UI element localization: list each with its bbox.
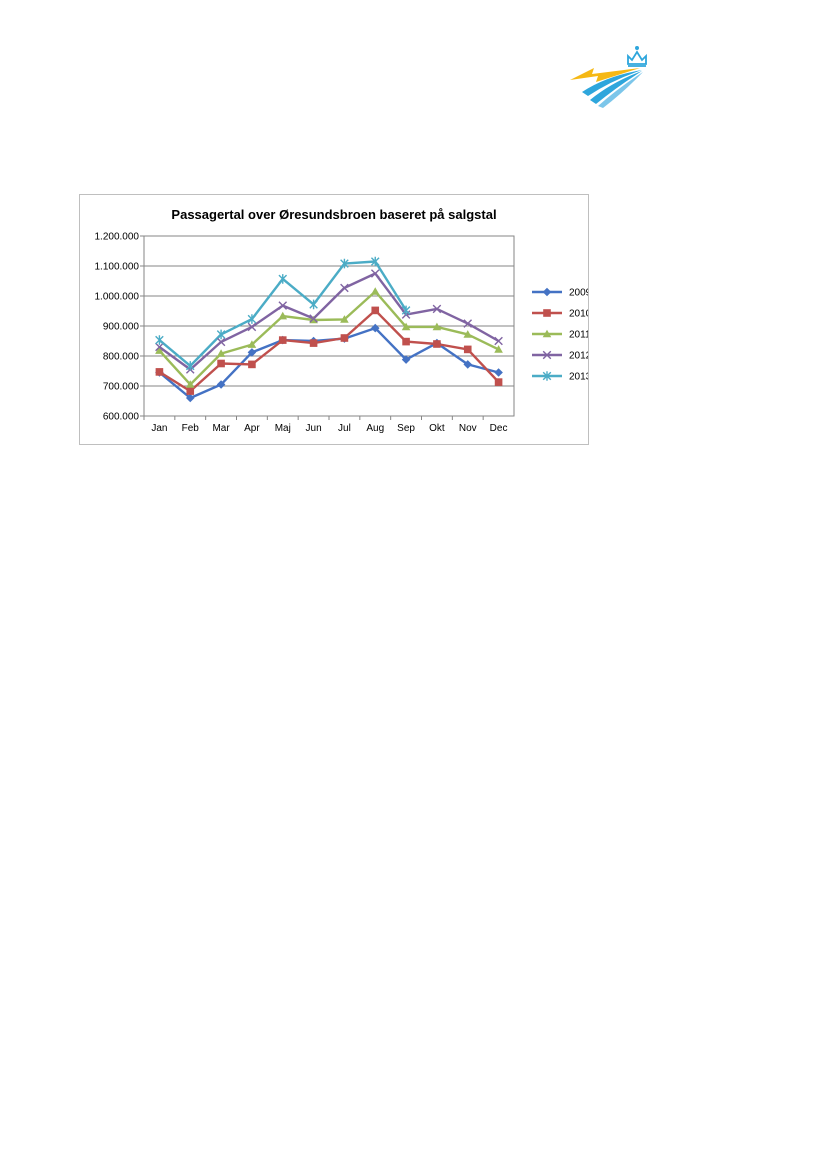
data-point-2011-dec (494, 345, 503, 353)
crown-icon (627, 46, 647, 67)
chart-title: Passagertal over Øresundsbroen baseret p… (171, 207, 496, 222)
legend-marker-2011 (542, 329, 552, 338)
data-point-2011-jul (340, 315, 349, 323)
data-point-2010-jul (340, 334, 349, 342)
legend-label-2013: 2013 (569, 372, 588, 383)
data-point-2009-dec (494, 368, 503, 377)
legend-marker-2009 (542, 287, 552, 297)
x-tick-label: Aug (366, 423, 384, 434)
oresundsbron-crown-logo (570, 46, 647, 108)
legend-label-2011: 2011 (569, 330, 588, 341)
data-point-2010-sep (402, 337, 410, 346)
data-point-2013-aug (370, 256, 380, 267)
data-point-2013-maj (278, 274, 288, 284)
x-tick-label: Nov (459, 423, 477, 434)
legend-marker-2013 (542, 371, 552, 381)
data-point-2012-mar (216, 337, 226, 347)
series-line-2012 (158, 272, 500, 371)
x-tick-label: Sep (397, 423, 415, 434)
data-point-2011-maj (278, 311, 288, 320)
data-point-2012-aug (370, 269, 380, 278)
y-tick-label: 800.000 (103, 352, 140, 363)
legend-marker-2012 (542, 350, 552, 360)
data-point-2012-okt (432, 304, 442, 314)
data-point-2010-aug (371, 306, 380, 315)
data-point-2011-mar (216, 349, 226, 357)
y-tick-label: 700.000 (103, 382, 140, 393)
data-point-2010-mar (217, 359, 225, 368)
y-tick-label: 1.000.000 (95, 292, 140, 303)
data-point-2013-apr (247, 314, 257, 324)
data-point-2011-jan (155, 346, 164, 354)
data-point-2012-jun (309, 314, 318, 323)
data-point-2009-mar (216, 380, 226, 389)
legend-marker-2010 (543, 309, 551, 317)
blue-streak-shape-2 (590, 71, 642, 104)
data-point-2009-nov (463, 360, 473, 369)
yellow-streak-shape (570, 68, 640, 82)
data-point-2013-feb (185, 361, 195, 371)
data-point-2010-dec (494, 378, 503, 386)
x-tick-label: Apr (244, 423, 260, 434)
series-line-2011 (158, 290, 500, 386)
line-chart: Passagertal over Øresundsbroen baseret p… (95, 207, 589, 434)
data-point-2010-jun (309, 339, 318, 347)
data-point-2010-apr (248, 360, 256, 369)
data-point-2010-okt (433, 340, 441, 348)
data-point-2010-jan (155, 368, 164, 376)
data-point-2013-jun (309, 299, 318, 310)
data-point-2011-aug (370, 287, 380, 295)
legend-label-2010: 2010 (569, 309, 588, 320)
x-tick-label: Maj (275, 423, 291, 434)
data-point-2011-feb (185, 380, 195, 388)
blue-streak-shape (582, 70, 642, 96)
data-point-2011-sep (401, 322, 411, 331)
x-tick-label: Dec (490, 423, 508, 434)
x-tick-label: Jul (338, 423, 351, 434)
data-point-2010-maj (278, 336, 287, 344)
series-line-2010 (158, 309, 500, 393)
x-tick-label: Mar (212, 423, 230, 434)
data-point-2013-mar (216, 329, 226, 340)
y-tick-label: 600.000 (103, 412, 140, 423)
data-point-2012-dec (494, 336, 503, 346)
y-tick-label: 1.100.000 (95, 262, 140, 273)
data-point-2011-apr (247, 340, 257, 348)
data-point-2012-apr (247, 322, 257, 332)
data-point-2011-okt (432, 322, 442, 331)
y-tick-label: 1.200.000 (95, 232, 140, 243)
x-tick-label: Jun (306, 423, 322, 434)
x-tick-label: Okt (429, 423, 445, 434)
data-point-2013-sep (401, 305, 411, 316)
data-point-2013-jul (340, 258, 349, 269)
legend-label-2009: 2009 (569, 288, 588, 299)
data-point-2012-jan (155, 342, 164, 352)
data-point-2013-jan (155, 335, 164, 345)
data-point-2009-apr (247, 348, 257, 357)
x-tick-label: Feb (182, 423, 200, 434)
light-blue-streak-shape (598, 72, 643, 108)
y-tick-label: 900.000 (103, 322, 140, 333)
data-point-2009-feb (185, 393, 195, 403)
data-point-2009-sep (401, 355, 411, 364)
x-tick-label: Jan (151, 423, 167, 434)
data-point-2012-nov (463, 319, 473, 328)
data-point-2012-maj (278, 301, 288, 310)
data-point-2010-nov (463, 345, 472, 354)
data-point-2010-feb (186, 387, 195, 395)
data-point-2011-nov (463, 330, 473, 338)
data-point-2009-aug (370, 323, 380, 333)
data-point-2012-jul (340, 283, 349, 293)
chart-container: Passagertal over Øresundsbroen baseret p… (79, 194, 589, 445)
